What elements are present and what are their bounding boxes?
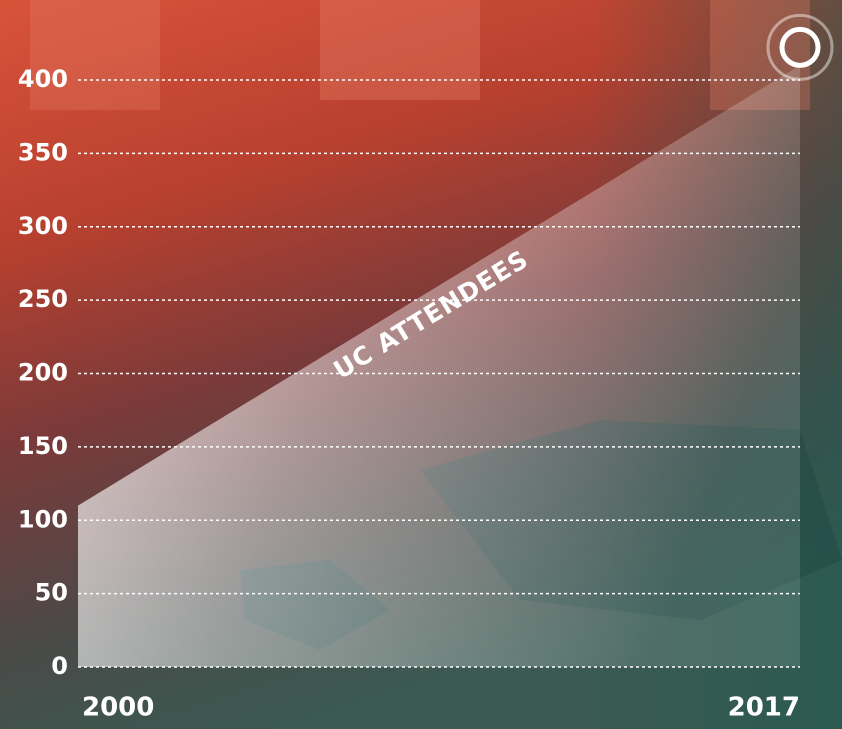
building bbox=[320, 0, 480, 100]
y-tick-label: 200 bbox=[18, 359, 68, 387]
y-tick-label: 250 bbox=[18, 285, 68, 313]
y-tick-label: 300 bbox=[18, 212, 68, 240]
y-tick-label: 100 bbox=[18, 505, 68, 533]
y-tick-label: 400 bbox=[18, 65, 68, 93]
y-tick-label: 350 bbox=[18, 138, 68, 166]
building bbox=[30, 0, 160, 110]
chart: UC ATTENDEES0501001502002503003504002000… bbox=[0, 0, 842, 729]
y-tick-label: 0 bbox=[51, 652, 68, 680]
x-tick-label: 2000 bbox=[82, 693, 154, 723]
y-tick-label: 50 bbox=[35, 579, 68, 607]
y-tick-label: 150 bbox=[18, 432, 68, 460]
page: UC ATTENDEES0501001502002503003504002000… bbox=[0, 0, 842, 729]
x-tick-label: 2017 bbox=[728, 693, 800, 723]
